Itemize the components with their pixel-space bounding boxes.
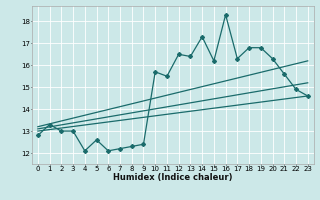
X-axis label: Humidex (Indice chaleur): Humidex (Indice chaleur)	[113, 173, 233, 182]
